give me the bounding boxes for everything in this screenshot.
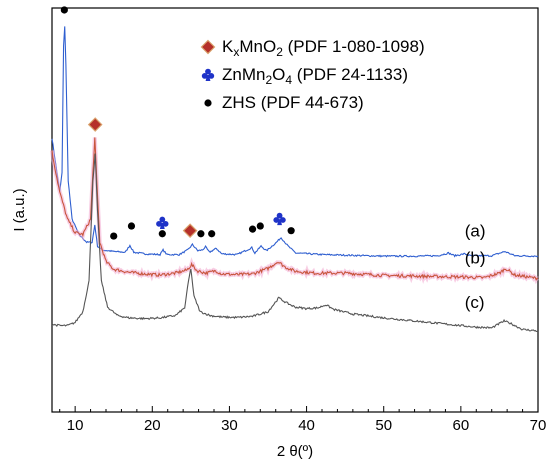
dot-marker-10 xyxy=(248,225,257,233)
dot-marker-13 xyxy=(287,227,295,235)
legend-label-2: ZnMn2O4 (PDF 24-1133) xyxy=(222,65,408,87)
marker-layer xyxy=(60,6,295,240)
x-tick-label-70: 70 xyxy=(530,417,547,434)
curve-label-2: (b) xyxy=(465,248,486,267)
x-tick-label-10: 10 xyxy=(67,417,84,434)
series-line-3 xyxy=(51,153,539,332)
curve-label-3: (c) xyxy=(465,293,485,312)
dot-marker-3 xyxy=(110,232,118,240)
dot-marker-1 xyxy=(60,6,68,14)
legend-item-3: ZHS (PDF 44-673) xyxy=(204,93,364,112)
club-marker-5 xyxy=(156,216,169,229)
x-axis: 10 20 30 40 50 60 70 xyxy=(59,406,547,434)
curve-label-layer: (a) (b) (c) xyxy=(465,221,486,311)
dot-marker-8 xyxy=(197,230,205,238)
legend-item-2: ZnMn2O4 (PDF 24-1133) xyxy=(201,65,408,87)
legend-dot-icon xyxy=(204,99,212,107)
legend: KxMnO2 (PDF 1-080-1098) ZnMn2O4 (PDF 24-1… xyxy=(200,37,425,112)
series-layer xyxy=(50,26,539,332)
series-line-2 xyxy=(51,137,539,281)
legend-diamond-icon xyxy=(200,39,216,55)
series-line-1 xyxy=(51,26,539,258)
x-tick-label-30: 30 xyxy=(221,417,238,434)
x-tick-label-20: 20 xyxy=(144,417,161,434)
plot-frame xyxy=(51,7,539,413)
legend-label-3: ZHS (PDF 44-673) xyxy=(222,93,364,112)
dot-marker-4 xyxy=(127,222,136,230)
diamond-marker-7 xyxy=(182,223,198,239)
diamond-marker-2 xyxy=(87,117,103,132)
x-tick-label-40: 40 xyxy=(298,417,315,434)
x-tick-label-50: 50 xyxy=(375,417,392,434)
dot-marker-6 xyxy=(158,230,166,238)
legend-label-1: KxMnO2 (PDF 1-080-1098) xyxy=(222,37,425,59)
y-axis-label: I (a.u.) xyxy=(11,188,28,231)
curve-label-1: (a) xyxy=(465,221,486,240)
legend-item-1: KxMnO2 (PDF 1-080-1098) xyxy=(200,37,425,59)
x-tick-label-60: 60 xyxy=(453,417,470,434)
legend-club-icon xyxy=(201,68,215,81)
dot-marker-9 xyxy=(208,230,216,238)
club-marker-12 xyxy=(273,212,286,226)
dot-marker-11 xyxy=(256,222,264,230)
x-axis-label: 2 θ(º) xyxy=(277,443,313,460)
plot-area xyxy=(51,7,539,413)
